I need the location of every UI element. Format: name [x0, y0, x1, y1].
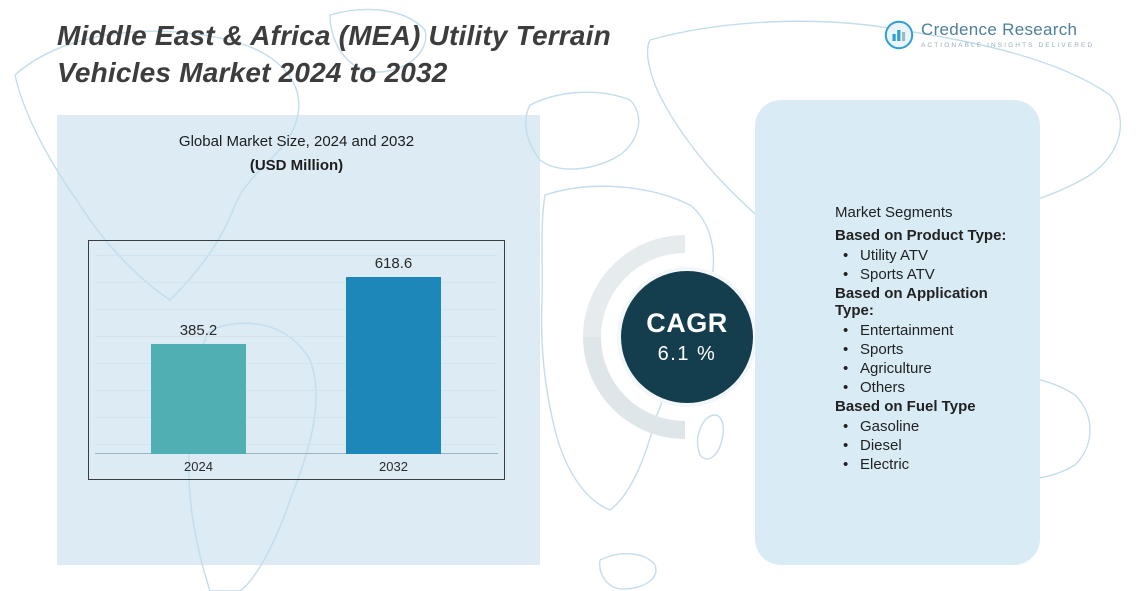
x-tick-2024: 2024 — [184, 459, 213, 474]
bar-2032 — [346, 277, 441, 454]
bar-value-2024: 385.2 — [179, 322, 218, 339]
segment-group-title-fuel-type: Based on Fuel Type — [835, 398, 976, 415]
bar-group-2024: 385.2 — [151, 322, 246, 454]
segment-item: Entertainment — [835, 321, 1030, 340]
cagr-badge: CAGR 6.1 % — [617, 267, 757, 407]
segment-item: Sports — [835, 340, 1030, 359]
segment-list-application-type: Entertainment Sports Agriculture Others — [835, 321, 1030, 397]
segment-item: Electric — [835, 455, 1030, 474]
logo-text: Credence Research Actionable Insights De… — [921, 20, 1094, 49]
bar-chart: 385.2 618.6 2024 2032 — [88, 240, 505, 480]
bar-group-2032: 618.6 — [346, 255, 441, 454]
chart-heading: Global Market Size, 2024 and 2032 (USD M… — [88, 133, 505, 174]
x-tick-2032: 2032 — [379, 459, 408, 474]
page-title-line1: Middle East & Africa (MEA) Utility Terra… — [57, 20, 611, 51]
page-title-line2: Vehicles Market 2024 to 2032 — [57, 56, 448, 88]
segment-item: Others — [835, 378, 1030, 397]
segment-item: Diesel — [835, 436, 1030, 455]
segments-heading: Market Segments — [835, 204, 953, 221]
logo: Credence Research Actionable Insights De… — [884, 20, 1094, 50]
logo-chart-icon — [884, 20, 914, 50]
logo-name: Credence Research — [921, 20, 1078, 39]
chart-heading-line1: Global Market Size, 2024 and 2032 — [178, 133, 415, 150]
segment-group-title-application-type: Based on Application Type: — [835, 285, 988, 319]
segment-item: Sports ATV — [835, 265, 1030, 284]
logo-tagline: Actionable Insights Delivered — [921, 42, 1095, 49]
chart-heading-line2: (USD Million) — [249, 157, 344, 174]
segment-item: Agriculture — [835, 359, 1030, 378]
cagr-label: CAGR — [646, 308, 728, 338]
segment-list-fuel-type: Gasoline Diesel Electric — [835, 417, 1030, 474]
page-title: Middle East & Africa (MEA) Utility Terra… — [57, 18, 797, 92]
cagr-value: 6.1 % — [657, 343, 717, 365]
bar-2024 — [151, 344, 246, 454]
segment-list-product-type: Utility ATV Sports ATV — [835, 246, 1030, 284]
bar-value-2032: 618.6 — [374, 255, 413, 272]
segment-group-title-product-type: Based on Product Type: — [835, 227, 1007, 244]
segment-item: Utility ATV — [835, 246, 1030, 265]
market-segments-panel: Market Segments Based on Product Type: U… — [755, 100, 1040, 565]
segment-item: Gasoline — [835, 417, 1030, 436]
